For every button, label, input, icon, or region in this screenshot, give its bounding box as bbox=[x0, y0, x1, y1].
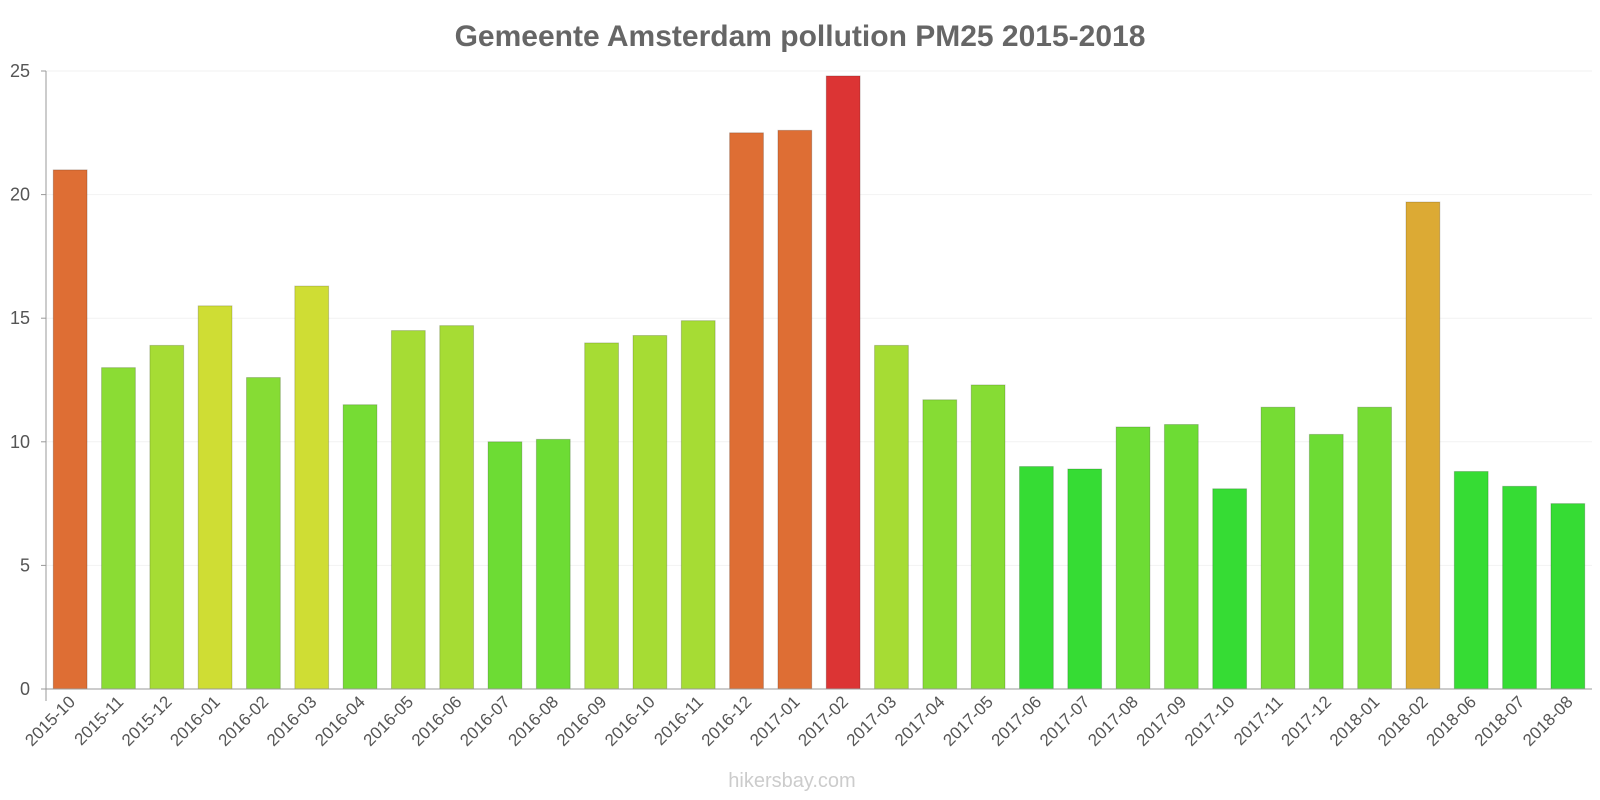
bars bbox=[52, 75, 1586, 690]
bar-2017-05 bbox=[970, 384, 1006, 690]
x-tick-label: 2016-11 bbox=[650, 692, 707, 749]
bar-2017-12 bbox=[1308, 433, 1344, 690]
x-tick-label: 2018-07 bbox=[1471, 692, 1529, 750]
x-tick-label: 2018-08 bbox=[1519, 692, 1577, 750]
y-tick-label: 10 bbox=[10, 432, 30, 452]
x-tick-label: 2017-01 bbox=[746, 692, 804, 750]
bar-2016-03 bbox=[294, 285, 330, 690]
x-tick-label: 2016-10 bbox=[601, 692, 659, 750]
x-axis-ticks: 2015-102015-112015-122016-012016-022016-… bbox=[21, 692, 1576, 750]
x-tick-label: 2017-10 bbox=[1181, 692, 1239, 750]
x-tick-label: 2015-11 bbox=[71, 692, 128, 749]
x-tick-label: 2015-12 bbox=[118, 692, 176, 750]
bar-2018-01 bbox=[1357, 406, 1393, 690]
bar-2015-11 bbox=[101, 367, 136, 690]
y-tick-label: 15 bbox=[10, 308, 30, 328]
x-tick-label: 2016-12 bbox=[698, 692, 756, 750]
bar-2016-02 bbox=[245, 377, 281, 690]
bar-2017-02 bbox=[825, 75, 861, 690]
y-tick-label: 5 bbox=[20, 555, 30, 575]
x-tick-label: 2016-08 bbox=[505, 692, 563, 750]
x-tick-label: 2017-11 bbox=[1230, 692, 1287, 749]
bar-2017-07 bbox=[1067, 468, 1103, 690]
x-tick-label: 2018-02 bbox=[1374, 692, 1432, 750]
x-tick-label: 2018-01 bbox=[1326, 692, 1384, 750]
y-tick-label: 20 bbox=[10, 185, 30, 205]
y-axis-ticks: 0 5 10 15 20 25 bbox=[10, 61, 46, 699]
y-tick-label: 0 bbox=[20, 679, 30, 699]
x-tick-label: 2018-06 bbox=[1422, 692, 1480, 750]
bar-2017-03 bbox=[874, 344, 909, 690]
bar-2016-08 bbox=[535, 438, 571, 690]
bar-2017-04 bbox=[922, 399, 958, 690]
chart-title: Gemeente Amsterdam pollution PM25 2015-2… bbox=[455, 20, 1146, 53]
y-tick-label: 25 bbox=[10, 61, 30, 81]
x-tick-label: 2015-10 bbox=[21, 692, 79, 750]
x-tick-label: 2016-04 bbox=[311, 692, 369, 750]
bar-2017-09 bbox=[1163, 423, 1199, 690]
x-tick-label: 2016-03 bbox=[263, 692, 321, 750]
x-tick-label: 2016-01 bbox=[166, 692, 224, 750]
x-tick-label: 2017-03 bbox=[843, 692, 901, 750]
x-tick-label: 2017-06 bbox=[988, 692, 1046, 750]
x-tick-label: 2017-02 bbox=[794, 692, 852, 750]
bar-2016-11 bbox=[680, 320, 716, 690]
bar-2017-06 bbox=[1018, 466, 1054, 690]
bar-2018-07 bbox=[1502, 485, 1537, 690]
x-tick-label: 2016-06 bbox=[408, 692, 466, 750]
bar-2016-07 bbox=[487, 441, 523, 690]
bar-2018-08 bbox=[1550, 503, 1586, 690]
source-credit: hikersbay.com bbox=[728, 770, 855, 792]
bar-2017-08 bbox=[1115, 426, 1151, 690]
bar-2017-01 bbox=[777, 129, 813, 690]
x-tick-label: 2017-12 bbox=[1278, 692, 1336, 750]
x-tick-label: 2017-08 bbox=[1084, 692, 1142, 750]
x-tick-label: 2017-07 bbox=[1036, 692, 1094, 750]
bar-2017-11 bbox=[1260, 406, 1296, 690]
x-tick-label: 2017-05 bbox=[939, 692, 997, 750]
bar-2016-05 bbox=[390, 330, 426, 690]
bar-2015-12 bbox=[149, 344, 185, 690]
bar-2018-02 bbox=[1405, 201, 1441, 690]
bar-2016-04 bbox=[342, 404, 378, 690]
x-tick-label: 2016-02 bbox=[215, 692, 273, 750]
x-tick-label: 2016-09 bbox=[553, 692, 611, 750]
bar-2016-01 bbox=[197, 305, 233, 690]
bar-2017-10 bbox=[1212, 488, 1248, 690]
bar-2016-10 bbox=[632, 335, 668, 690]
bar-2016-12 bbox=[729, 132, 764, 690]
bar-2018-06 bbox=[1453, 470, 1489, 690]
x-tick-label: 2017-04 bbox=[891, 692, 949, 750]
bar-2016-06 bbox=[439, 325, 475, 690]
x-tick-label: 2017-09 bbox=[1133, 692, 1191, 750]
bar-2015-10 bbox=[52, 169, 88, 690]
x-tick-label: 2016-05 bbox=[360, 692, 418, 750]
x-tick-label: 2016-07 bbox=[456, 692, 514, 750]
bar-2016-09 bbox=[584, 342, 620, 690]
